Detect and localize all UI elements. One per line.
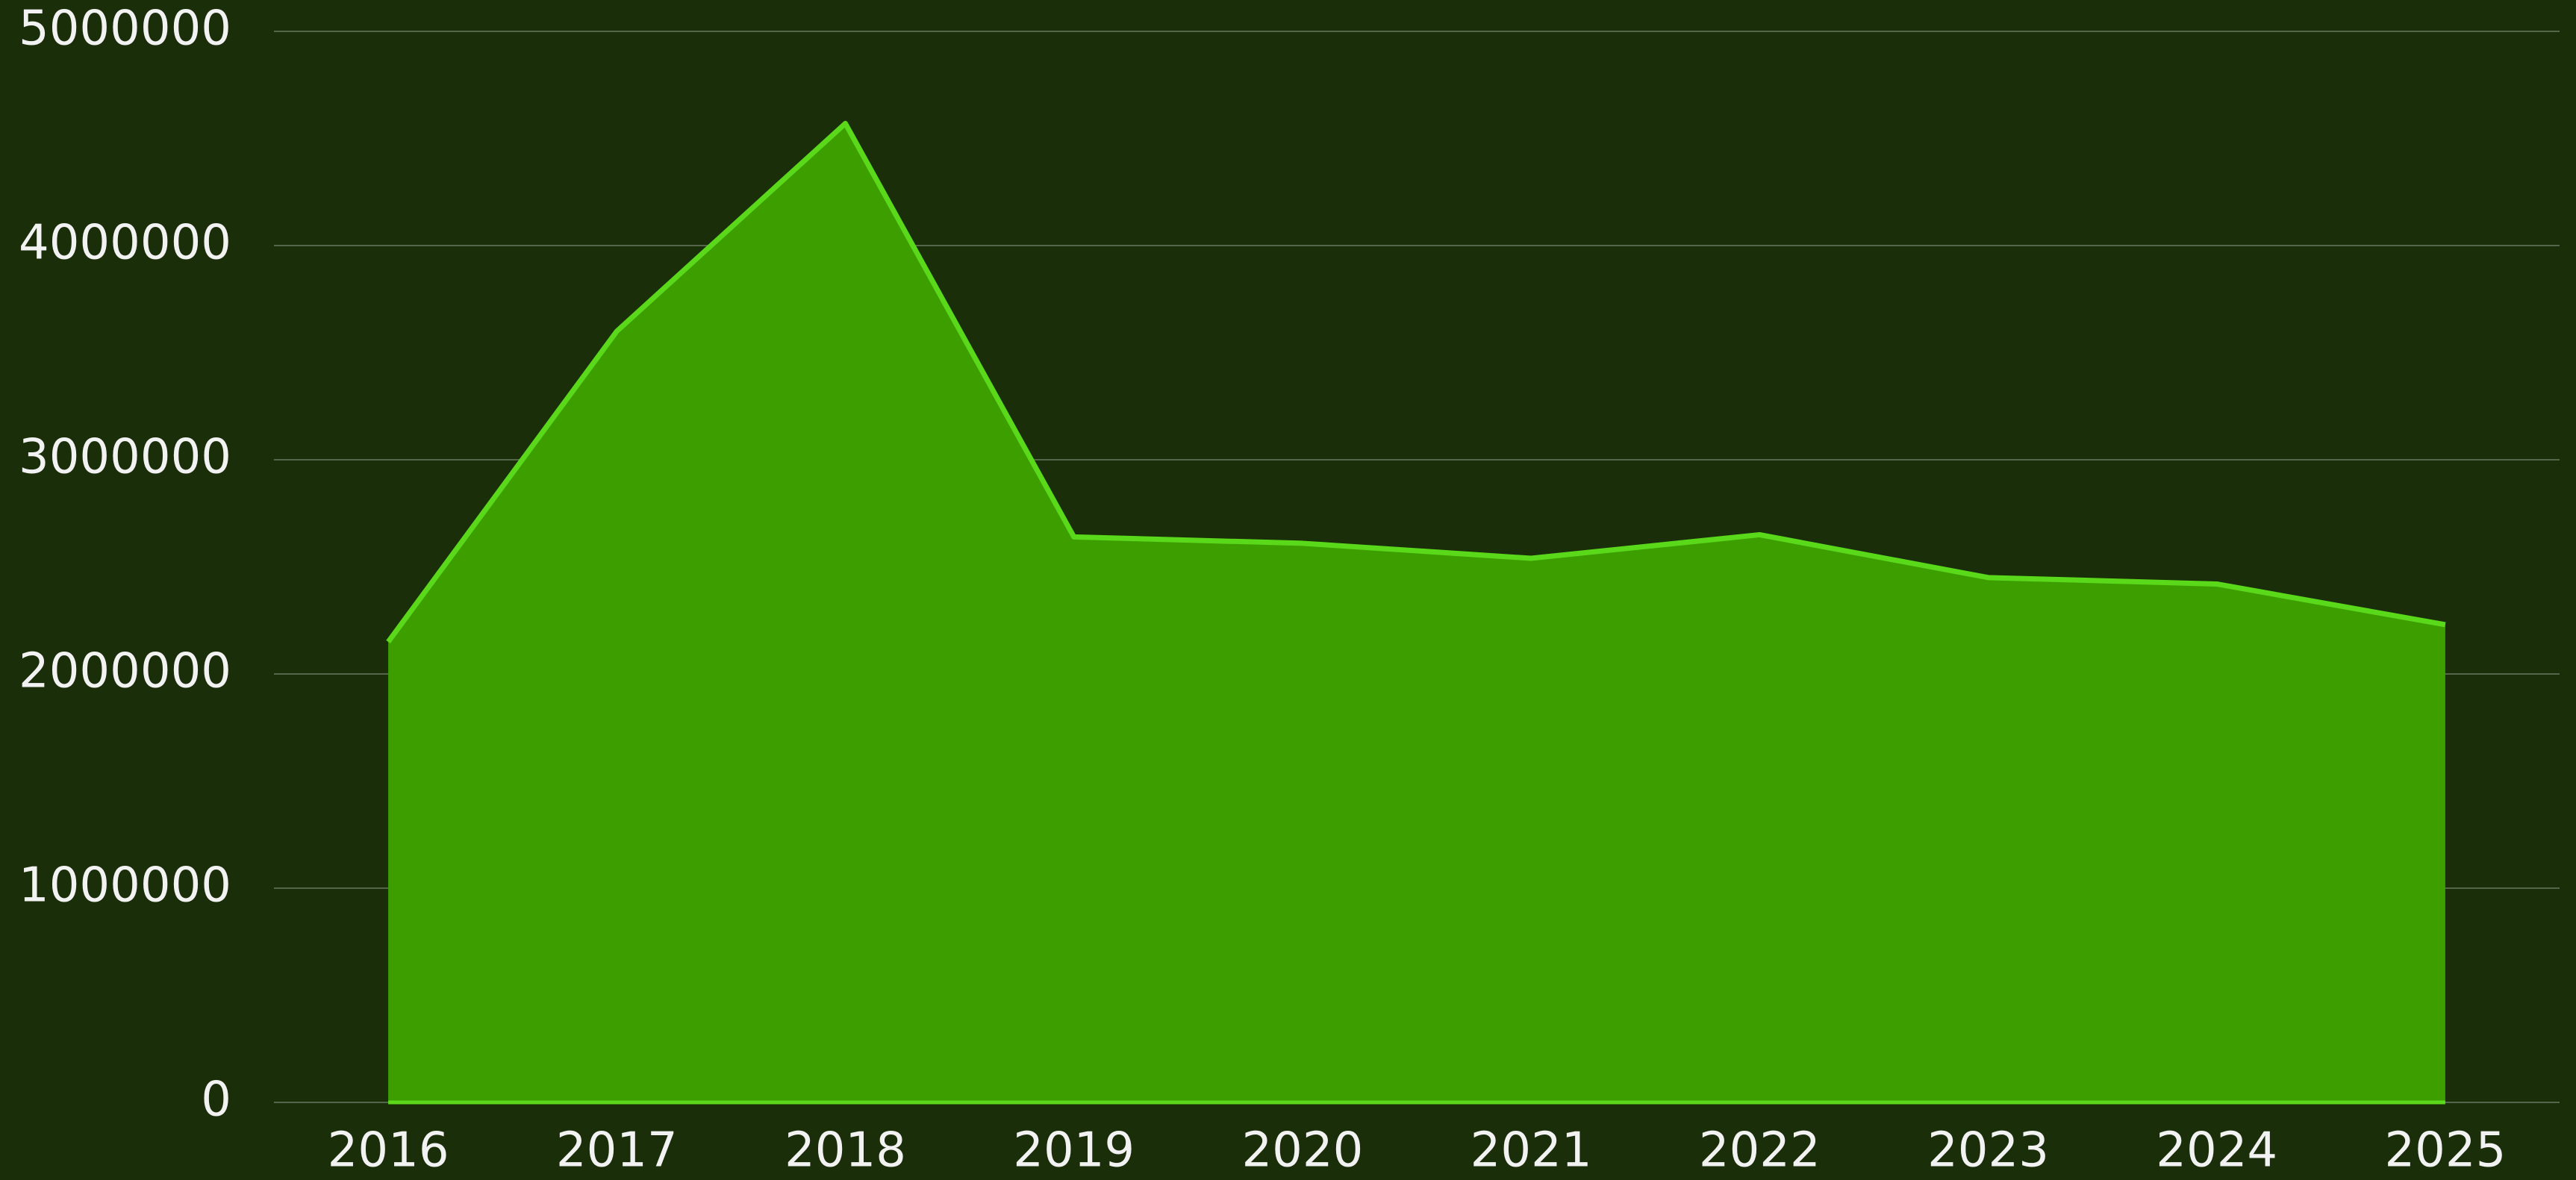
x-tick-label: 2018 — [785, 1123, 906, 1179]
area — [388, 123, 2445, 1102]
y-tick-label: 4000000 — [19, 216, 231, 271]
x-tick-label: 2020 — [1241, 1123, 1363, 1179]
x-tick-label: 2017 — [556, 1123, 678, 1179]
x-tick-label: 2025 — [2384, 1123, 2506, 1179]
y-tick-label: 3000000 — [19, 430, 231, 485]
line — [386, 120, 2446, 644]
y-tick-label: 5000000 — [19, 1, 231, 57]
x-tick-label: 2023 — [1927, 1123, 2049, 1179]
y-tick-label: 0 — [201, 1073, 231, 1128]
x-tick-label: 2016 — [328, 1123, 449, 1179]
x-tick-label: 2022 — [1699, 1123, 1821, 1179]
x-tick-label: 2019 — [1013, 1123, 1135, 1179]
x-tick-label: 2021 — [1471, 1123, 1592, 1179]
y-tick-label: 1000000 — [19, 858, 231, 914]
y-tick-label: 2000000 — [19, 644, 231, 699]
x-tick-label: 2024 — [2156, 1123, 2277, 1179]
